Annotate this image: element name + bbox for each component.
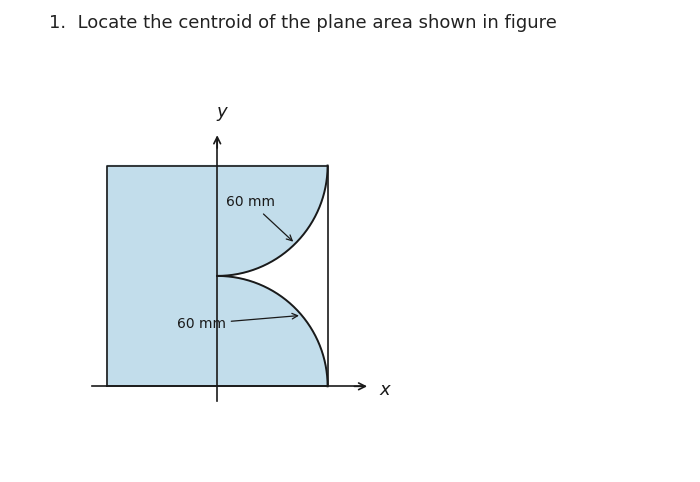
Text: $y$: $y$ bbox=[216, 105, 230, 123]
Text: $x$: $x$ bbox=[379, 381, 393, 399]
Text: 60 mm: 60 mm bbox=[176, 313, 298, 331]
Text: 60 mm: 60 mm bbox=[226, 195, 292, 241]
Polygon shape bbox=[107, 165, 328, 386]
Text: 1.  Locate the centroid of the plane area shown in figure: 1. Locate the centroid of the plane area… bbox=[49, 14, 557, 32]
